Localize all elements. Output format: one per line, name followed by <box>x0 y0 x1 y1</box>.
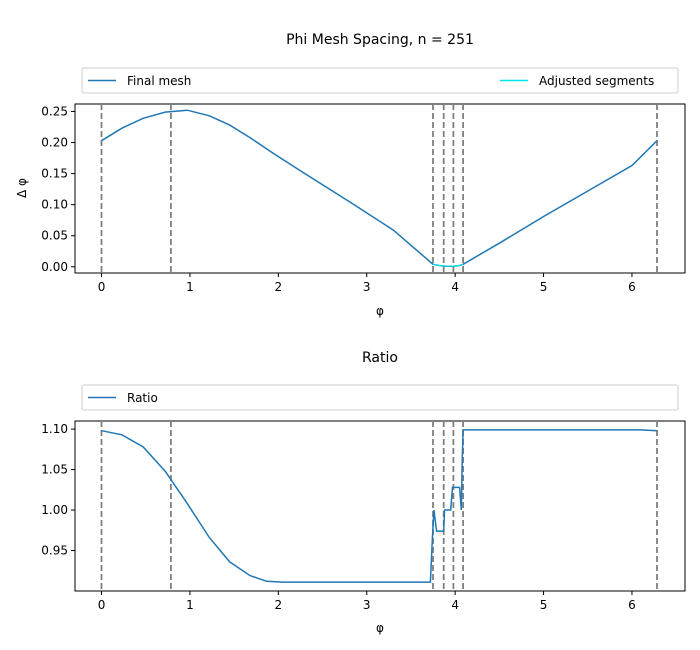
legend-box <box>81 384 679 411</box>
mesh-spacing-chart: Phi Mesh Spacing, n = 251 Final mesh Adj… <box>15 32 686 318</box>
x-ticks: 0 1 2 3 4 5 6 <box>98 591 636 612</box>
y-axis-label: Δ φ <box>15 178 29 198</box>
y-tick-label: 0.25 <box>41 104 68 118</box>
legend-box <box>81 67 679 94</box>
legend-label-ratio: Ratio <box>127 391 158 405</box>
x-tick-label: 6 <box>628 280 636 294</box>
y-ticks: 0.95 1.00 1.05 1.10 <box>41 422 75 558</box>
y-tick-label: 1.05 <box>41 463 68 477</box>
series-line-final-mesh <box>101 109 658 267</box>
x-tick-label: 5 <box>540 280 548 294</box>
vertical-markers <box>100 104 658 273</box>
x-tick-label: 3 <box>363 280 371 294</box>
x-tick-label: 1 <box>186 280 194 294</box>
series-line-ratio <box>101 429 658 583</box>
series-lines <box>101 109 658 267</box>
x-tick-label: 4 <box>451 280 459 294</box>
x-tick-label: 1 <box>186 598 194 612</box>
plot-frame <box>74 103 686 274</box>
y-tick-label: 0.10 <box>41 198 68 212</box>
x-tick-label: 3 <box>363 598 371 612</box>
legend-label-adjusted-segments: Adjusted segments <box>539 74 654 88</box>
legend-label-final-mesh: Final mesh <box>127 74 191 88</box>
legend: Final mesh Adjusted segments <box>81 67 679 94</box>
series-lines <box>101 429 658 583</box>
x-tick-label: 2 <box>275 598 283 612</box>
y-tick-label: 0.20 <box>41 136 68 150</box>
y-tick-label: 1.00 <box>41 503 68 517</box>
y-tick-label: 0.00 <box>41 260 68 274</box>
plot-frame <box>74 420 686 592</box>
vertical-markers <box>100 421 658 591</box>
legend: Ratio <box>81 384 679 411</box>
y-tick-label: 0.95 <box>41 544 68 558</box>
ratio-chart: Ratio Ratio 0 1 2 3 4 5 6 0.95 1.00 1.05 1.10 φ <box>41 350 686 635</box>
x-tick-label: 6 <box>628 598 636 612</box>
x-tick-label: 4 <box>451 598 459 612</box>
chart-title: Phi Mesh Spacing, n = 251 <box>286 32 474 48</box>
series-line-adjusted-segments <box>432 263 464 267</box>
x-tick-label: 5 <box>540 598 548 612</box>
chart-title: Ratio <box>362 350 398 366</box>
x-axis-label: φ <box>376 304 384 318</box>
x-tick-label: 2 <box>275 280 283 294</box>
y-ticks: 0.00 0.05 0.10 0.15 0.20 0.25 <box>41 104 75 274</box>
x-axis-label: φ <box>376 621 384 635</box>
y-tick-label: 0.15 <box>41 167 68 181</box>
y-tick-label: 1.10 <box>41 422 68 436</box>
x-tick-label: 0 <box>98 598 106 612</box>
y-tick-label: 0.05 <box>41 229 68 243</box>
x-ticks: 0 1 2 3 4 5 6 <box>98 273 636 294</box>
x-tick-label: 0 <box>98 280 106 294</box>
